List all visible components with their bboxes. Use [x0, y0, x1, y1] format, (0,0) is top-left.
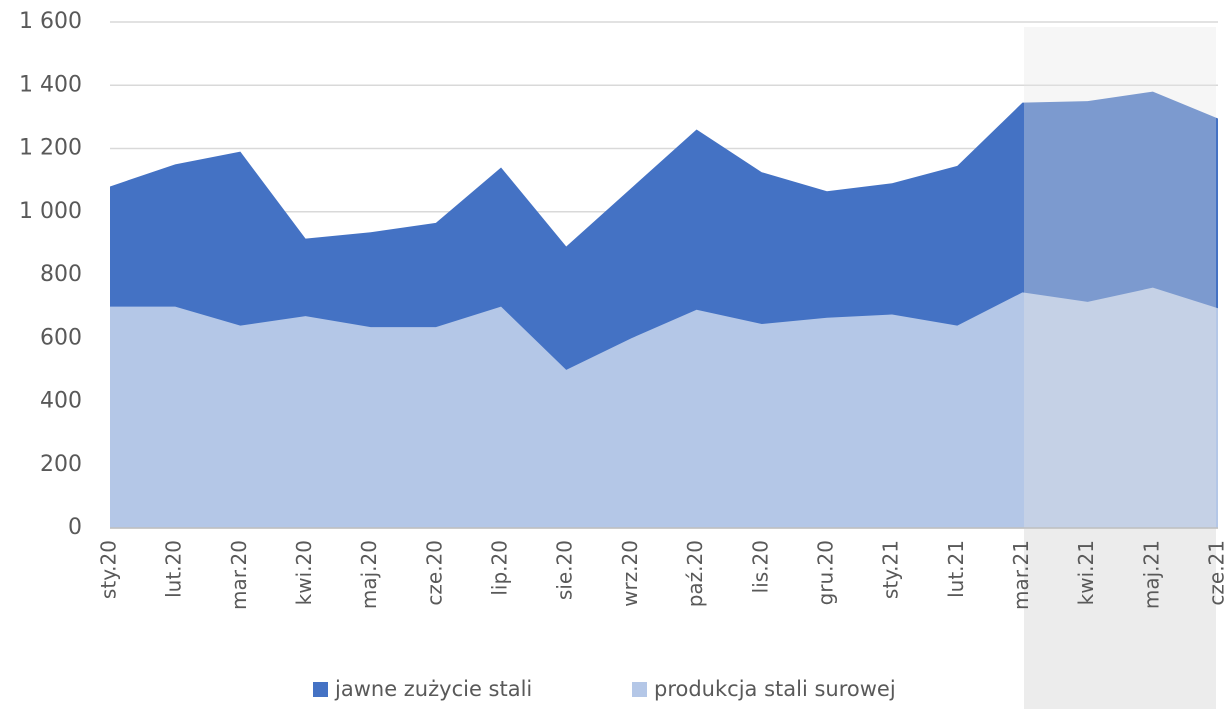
legend-swatch — [632, 682, 647, 697]
legend-label: jawne zużycie stali — [334, 677, 532, 701]
y-tick-label: 1 400 — [19, 72, 82, 97]
x-tick-label: sty.20 — [97, 540, 121, 599]
x-tick-label: paź.20 — [683, 540, 707, 607]
legend-swatch — [313, 682, 328, 697]
y-tick-label: 0 — [68, 515, 82, 540]
legend-label: produkcja stali surowej — [654, 677, 896, 701]
x-tick-label: mar.20 — [227, 540, 251, 610]
x-tick-label: lut.21 — [944, 540, 968, 598]
highlight-period-base — [1024, 528, 1216, 709]
x-tick-label: kwi.20 — [292, 540, 316, 605]
x-tick-label: sty.21 — [879, 540, 903, 599]
x-tick-label: lis.20 — [748, 540, 772, 593]
y-tick-label: 1 000 — [19, 199, 82, 224]
x-tick-label: wrz.20 — [618, 540, 642, 607]
x-tick-label: lut.20 — [162, 540, 186, 598]
x-tick-label: lip.20 — [488, 540, 512, 596]
y-tick-label: 600 — [40, 325, 82, 350]
x-tick-label: cze.20 — [422, 540, 446, 606]
x-tick-label: mar.21 — [1009, 540, 1033, 610]
x-tick-label: sie.20 — [553, 540, 577, 600]
x-tick-label: cze.21 — [1205, 540, 1229, 606]
y-tick-label: 200 — [40, 452, 82, 477]
area — [110, 287, 1218, 528]
y-tick-label: 1 600 — [19, 9, 82, 34]
y-tick-label: 400 — [40, 389, 82, 414]
y-tick-label: 800 — [40, 262, 82, 287]
y-tick-label: 1 200 — [19, 136, 82, 161]
x-tick-label: maj.21 — [1139, 540, 1163, 609]
x-tick-label: gru.20 — [813, 540, 837, 605]
x-tick-label: maj.20 — [357, 540, 381, 609]
x-tick-label: kwi.21 — [1074, 540, 1098, 605]
